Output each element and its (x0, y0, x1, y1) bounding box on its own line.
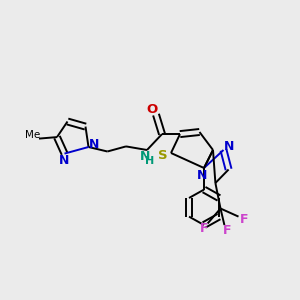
Text: N: N (89, 138, 99, 151)
Text: O: O (147, 103, 158, 116)
Text: N: N (197, 169, 208, 182)
Text: H: H (146, 156, 154, 167)
Text: S: S (158, 149, 167, 162)
Text: N: N (224, 140, 234, 154)
Text: F: F (240, 213, 249, 226)
Text: F: F (200, 222, 209, 236)
Text: F: F (223, 224, 232, 237)
Text: N: N (140, 150, 150, 163)
Text: N: N (59, 154, 70, 167)
Text: Me: Me (26, 130, 40, 140)
